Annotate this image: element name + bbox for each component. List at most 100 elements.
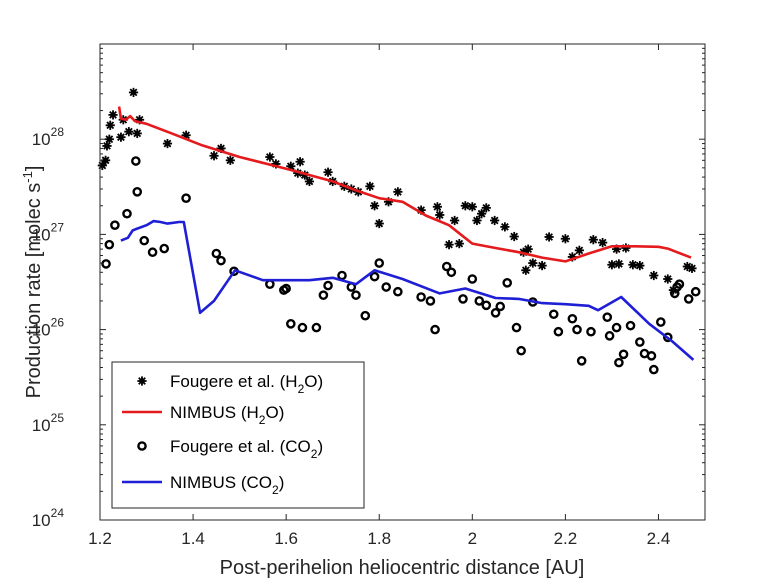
point-fougere_h2o [323,167,333,177]
point-fougere_h2o [560,234,570,244]
point-fougere_h2o [467,202,477,212]
data-marks [97,87,701,375]
point-fougere_co2 [502,278,513,288]
y-axis-label-sup: -1 [20,171,35,183]
point-fougere_co2 [323,280,333,291]
legend-item-nimbus_h2o: NIMBUS (H2O) [122,403,284,427]
point-fougere_co2 [216,255,226,266]
point-fougere_co2 [131,156,141,166]
x-tick-label: 1.2 [88,529,112,548]
point-fougere_co2 [360,310,371,321]
point-fougere_co2 [614,357,624,368]
legend: Fougere et al. (H2O) NIMBUS (H2O) Fougere … [111,361,365,509]
point-fougere_h2o [265,152,275,162]
x-tick-label: 2.2 [554,529,578,548]
point-fougere_h2o [128,87,139,98]
x-tick-label: 2 [468,529,477,548]
point-fougere_h2o [450,215,460,226]
point-fougere_h2o [369,201,380,211]
line-nimbus_co2 [120,219,695,361]
point-fougere_co2 [635,337,645,347]
point-fougere_co2 [159,243,170,254]
point-fougere_co2 [655,317,666,327]
point-fougere_h2o [588,235,598,245]
point-fougere_h2o [435,210,445,220]
point-fougere_h2o [490,215,500,226]
point-fougere_h2o [614,259,624,269]
point-fougere_co2 [101,259,111,269]
point-fougere_co2 [181,193,191,204]
point-fougere_h2o [472,215,482,226]
point-fougere_co2 [122,208,132,219]
point-fougere_h2o [104,134,114,144]
point-fougere_co2 [311,322,322,333]
point-fougere_h2o [393,187,403,197]
y-tick-exponent: 24 [51,506,65,520]
point-fougere_co2 [139,235,150,246]
point-fougere_co2 [425,296,436,306]
point-fougere_co2 [281,283,291,294]
point-fougere_h2o [365,181,375,191]
point-fougere_h2o [105,120,115,130]
point-fougere_co2 [297,322,308,333]
legend-item-nimbus_co2: NIMBUS (CO2) [122,473,284,497]
y-tick-label: 1025 [32,411,65,435]
point-fougere_co2 [604,331,615,341]
x-tick-label: 1.6 [274,529,298,548]
point-fougere_co2 [211,248,222,259]
point-fougere_co2 [586,326,596,337]
y-axis-label: Production rate [molec s-1] [20,166,45,399]
point-fougere_co2 [625,320,636,331]
point-fougere_h2o [444,240,454,250]
series-nimbus_co2 [120,219,695,361]
point-fougere_co2 [110,220,120,230]
plot-frame [99,43,706,521]
point-fougere_h2o [574,245,584,255]
point-fougere_h2o [521,265,531,275]
point-fougere_co2 [286,319,296,329]
x-tick-label: 1.4 [181,529,205,548]
legend-swatch-fougere_co2 [137,441,147,451]
point-fougere_h2o [481,203,491,213]
y-tick-label: 1028 [32,125,65,149]
point-fougere_h2o [432,202,443,212]
point-fougere_h2o [162,138,173,149]
point-fougere_co2 [662,332,673,343]
point-fougere_h2o [635,261,645,271]
point-fougere_h2o [621,243,631,253]
point-fougere_co2 [553,326,564,337]
point-fougere_co2 [318,290,329,300]
point-fougere_co2 [351,290,361,300]
point-fougere_h2o [295,157,305,167]
point-fougere_co2 [511,322,522,333]
y-tick-exponent: 25 [51,411,65,425]
legend-label-nimbus_co2: NIMBUS (CO2) [170,473,284,497]
point-fougere_co2 [674,279,685,289]
point-fougere_co2 [147,247,158,258]
point-fougere_h2o [102,141,112,151]
point-fougere_co2 [490,308,501,318]
legend-items: Fougere et al. (H2O) NIMBUS (H2O) Fougere … [122,372,323,497]
point-fougere_h2o [209,151,219,161]
point-fougere_co2 [446,267,457,278]
point-fougere_co2 [516,345,526,356]
point-fougere_co2 [567,313,578,324]
point-fougere_co2 [602,312,613,322]
point-fougere_h2o [528,258,538,268]
point-fougere_co2 [416,292,426,302]
point-fougere_co2 [393,286,403,297]
legend-box [111,361,365,509]
y-tick-exponent: 28 [51,125,65,139]
point-fougere_h2o [108,110,118,120]
x-axis-ticks: 1.2 1.4 1.6 1.8 2 2.2 2.4 [88,44,670,548]
x-tick-label: 2.4 [647,529,671,548]
point-fougere_h2o [687,263,697,273]
point-fougere_co2 [611,322,622,333]
point-fougere_co2 [618,349,629,360]
y-tick-exponent: 26 [51,316,65,330]
y-axis-label-close: ] [23,166,45,172]
line-nimbus_h2o [117,106,692,263]
x-tick-label: 1.8 [367,529,391,548]
y-tick-label: 1024 [32,506,65,530]
point-fougere_h2o [460,201,470,211]
